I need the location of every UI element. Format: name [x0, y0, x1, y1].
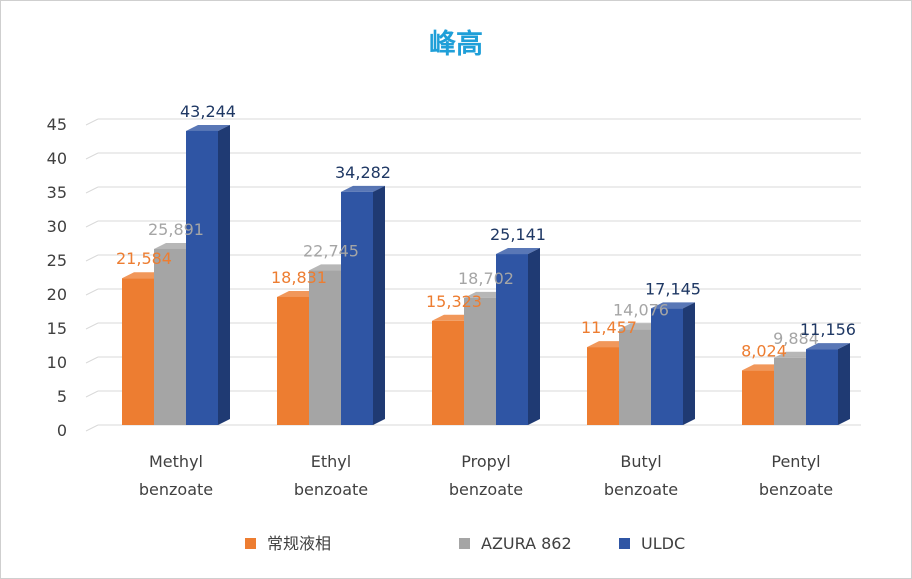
- y-tick-label: 30: [47, 217, 67, 236]
- y-tick-label: 15: [47, 319, 67, 338]
- bar: [432, 320, 464, 425]
- bar-top: [651, 302, 695, 309]
- data-label: 25,141: [490, 225, 546, 244]
- gridline-depth: [85, 118, 99, 126]
- category-label: benzoate: [294, 480, 368, 499]
- bar: [464, 297, 496, 425]
- legend-label: ULDC: [641, 534, 685, 553]
- y-tick-label: 10: [47, 353, 67, 372]
- bar: [742, 370, 774, 425]
- bar: [496, 254, 528, 425]
- legend-swatch: [245, 538, 256, 549]
- legend: 常规液相 AZURA 862 ULDC: [245, 534, 685, 553]
- data-labels: 21,584 25,891 43,244 18,831 22,745 34,282 15,3…: [116, 102, 856, 360]
- bar-side: [218, 124, 230, 426]
- data-label: 18,702: [458, 269, 514, 288]
- data-label: 11,156: [800, 320, 856, 339]
- data-label: 22,745: [303, 241, 359, 260]
- gridline-depth: [85, 254, 99, 262]
- data-label: 11,457: [581, 318, 637, 337]
- y-axis: 0 5 10 15 20 25 30 35 40 45: [47, 115, 67, 440]
- category-label: Butyl: [620, 452, 661, 471]
- bar: [806, 349, 838, 425]
- y-tick-label: 45: [47, 115, 67, 134]
- y-tick-label: 40: [47, 149, 67, 168]
- legend-label: AZURA 862: [481, 534, 572, 553]
- bar: [154, 248, 186, 425]
- data-label: 15,323: [426, 292, 482, 311]
- gridline-depth: [85, 390, 99, 398]
- legend-swatch: [459, 538, 470, 549]
- data-label: 21,584: [116, 249, 172, 268]
- bar-top: [186, 124, 230, 131]
- bar-side: [683, 302, 695, 425]
- data-label: 17,145: [645, 279, 701, 298]
- gridline-depth: [85, 186, 99, 194]
- gridline-depth: [85, 220, 99, 228]
- gridline-depth: [85, 152, 99, 160]
- gridline-depth: [85, 356, 99, 364]
- bars: [122, 124, 850, 426]
- category-label: benzoate: [449, 480, 523, 499]
- y-tick-label: 35: [47, 183, 67, 202]
- bar: [341, 191, 373, 425]
- x-axis: Methyl benzoate Ethyl benzoate Propyl benzoat…: [139, 452, 833, 499]
- gridline-depth: [85, 288, 99, 296]
- bar: [277, 296, 309, 425]
- category-label: benzoate: [604, 480, 678, 499]
- category-label: benzoate: [759, 480, 833, 499]
- data-label: 14,076: [613, 300, 669, 319]
- data-label: 8,024: [741, 341, 787, 360]
- bar: [774, 357, 806, 425]
- bar-side: [373, 185, 385, 425]
- bar-top: [496, 248, 540, 255]
- bar-top: [341, 185, 385, 192]
- category-label: Methyl: [149, 452, 203, 471]
- chart-title: 峰高: [429, 28, 483, 60]
- category-label: Pentyl: [771, 452, 820, 471]
- data-label: 43,244: [180, 102, 236, 121]
- bar: [186, 130, 218, 425]
- bar: [122, 278, 154, 425]
- bar: [619, 329, 651, 425]
- y-tick-label: 0: [57, 421, 67, 440]
- category-label: benzoate: [139, 480, 213, 499]
- y-tick-label: 20: [47, 285, 67, 304]
- y-tick-label: 25: [47, 251, 67, 270]
- bar: [587, 347, 619, 425]
- data-label: 25,891: [148, 220, 204, 239]
- data-label: 34,282: [335, 163, 391, 182]
- category-label: Ethyl: [311, 452, 351, 471]
- data-label: 18,831: [271, 268, 327, 287]
- gridline-depth: [85, 424, 99, 432]
- category-label: Propyl: [461, 452, 510, 471]
- bar: [309, 270, 341, 425]
- data-label: 9,884: [773, 329, 819, 348]
- legend-label: 常规液相: [267, 534, 331, 553]
- legend-swatch: [619, 538, 630, 549]
- bar-top: [806, 343, 850, 350]
- y-tick-label: 5: [57, 387, 67, 406]
- bar: [651, 308, 683, 425]
- gridline-depth: [85, 322, 99, 330]
- bar-side: [838, 343, 850, 425]
- bar-side: [528, 248, 540, 425]
